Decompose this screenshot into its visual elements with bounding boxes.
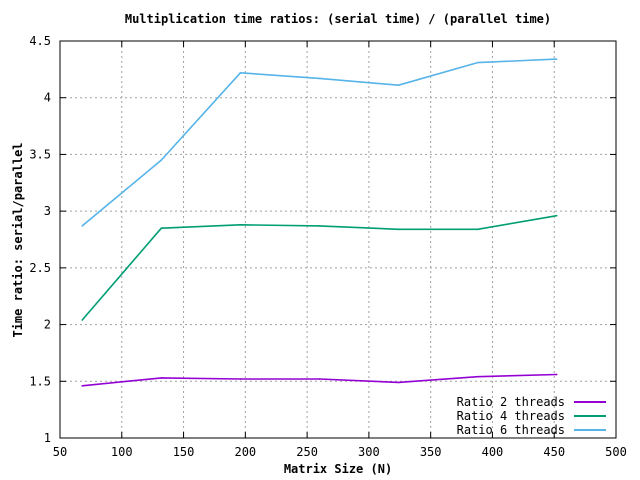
data-point	[239, 71, 242, 74]
x-tick-label: 50	[53, 445, 67, 459]
x-tick-label: 500	[605, 445, 627, 459]
x-axis-label: Matrix Size (N)	[284, 462, 392, 476]
y-tick-label: 3.5	[29, 147, 51, 161]
data-point	[160, 377, 163, 379]
series-lines	[81, 58, 558, 387]
data-point	[397, 84, 400, 87]
x-tick-label: 200	[234, 445, 256, 459]
x-tick-label: 350	[420, 445, 442, 459]
data-point	[555, 58, 558, 60]
y-tick-label: 1	[44, 431, 51, 445]
x-tick-label: 450	[543, 445, 565, 459]
data-point	[476, 61, 479, 64]
data-point	[160, 227, 163, 229]
y-tick-label: 2.5	[29, 261, 51, 275]
y-tick-label: 3	[44, 204, 51, 218]
x-axis: 50 100 150 200 250 300 350 400 450 500	[53, 41, 627, 459]
data-point	[318, 378, 321, 380]
x-tick-label: 300	[358, 445, 380, 459]
x-tick-label: 100	[111, 445, 133, 459]
data-point	[160, 159, 163, 161]
y-axis-label: Time ratio: serial/parallel	[11, 142, 25, 337]
legend-label-2: Ratio 4 threads	[457, 409, 565, 423]
x-tick-label: 250	[296, 445, 318, 459]
series-line-3	[81, 58, 557, 227]
data-point	[476, 375, 479, 378]
y-axis: 1 1.5 2 2.5 3 3.5 4 4.5	[29, 34, 616, 445]
data-point	[239, 223, 242, 226]
y-tick-label: 4.5	[29, 34, 51, 48]
data-point	[81, 319, 84, 321]
y-tick-label: 2	[44, 318, 51, 332]
grid	[60, 41, 616, 438]
plot-frame	[59, 40, 617, 439]
data-point	[555, 214, 558, 217]
data-point	[318, 225, 321, 227]
data-point	[81, 385, 84, 387]
y-tick-label: 1.5	[29, 374, 51, 388]
data-point	[81, 225, 84, 227]
x-tick-label: 400	[482, 445, 504, 459]
series-line-1	[82, 373, 557, 387]
y-tick-label: 4	[44, 91, 51, 105]
x-tick-label: 150	[173, 445, 195, 459]
chart-title: Multiplication time ratios: (serial time…	[125, 12, 551, 26]
legend-label-3: Ratio 6 threads	[457, 423, 565, 437]
data-point	[318, 77, 321, 80]
data-point	[397, 228, 400, 231]
data-point	[239, 378, 242, 380]
data-point	[555, 373, 558, 376]
data-point	[476, 228, 479, 231]
data-point	[397, 381, 400, 384]
legend-label-1: Ratio 2 threads	[457, 395, 565, 409]
